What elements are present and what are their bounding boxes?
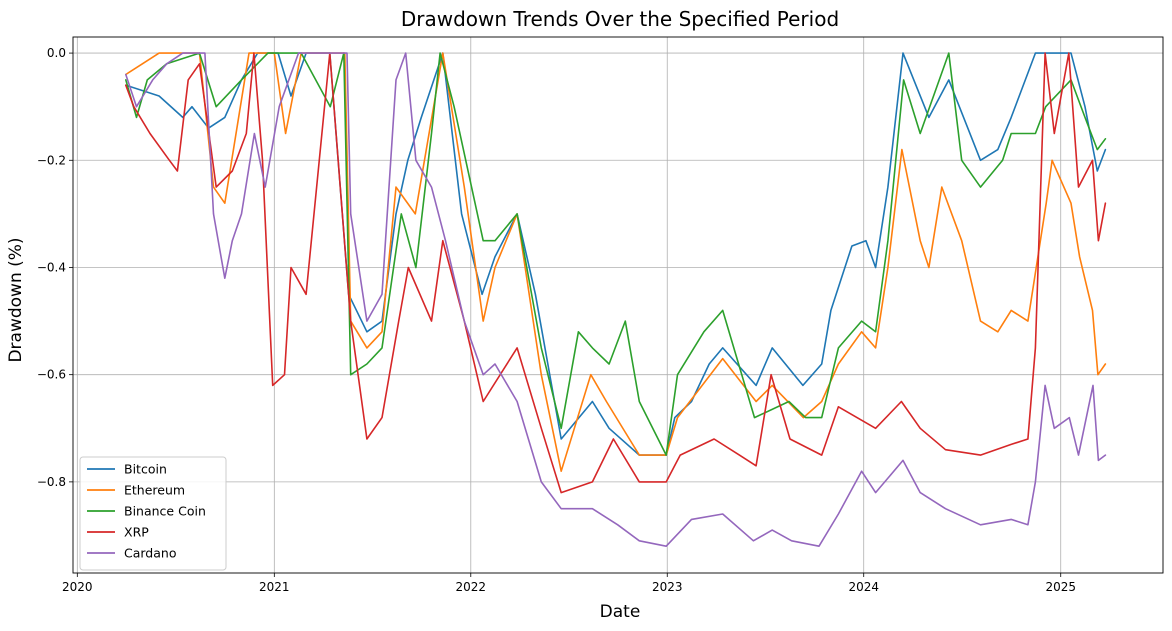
y-axis: 0.0 −0.2 −0.4 −0.6 −0.8 — [37, 46, 73, 489]
legend-box — [79, 456, 227, 571]
series-line-xrp — [125, 52, 1107, 494]
series-layer — [125, 52, 1107, 548]
y-tick-label: −0.4 — [37, 260, 66, 274]
x-tick-label: 2024 — [848, 580, 879, 594]
series-line-ethereum — [125, 52, 1107, 473]
x-tick-label: 2025 — [1045, 580, 1076, 594]
x-tick-label: 2021 — [259, 580, 290, 594]
x-axis-label: Date — [600, 602, 641, 622]
legend-label: XRP — [124, 525, 149, 540]
chart-title: Drawdown Trends Over the Specified Perio… — [401, 7, 839, 31]
legend-label: Binance Coin — [124, 504, 206, 519]
y-tick-label: −0.6 — [37, 368, 66, 382]
legend-label: Ethereum — [124, 483, 185, 498]
y-tick-label: −0.8 — [37, 475, 66, 489]
x-axis: 2020 2021 2022 2023 2024 2025 — [62, 573, 1076, 594]
x-tick-label: 2023 — [652, 580, 683, 594]
y-axis-label: Drawdown (%) — [6, 237, 26, 362]
legend-label: Cardano — [124, 546, 176, 561]
legend-label: Bitcoin — [124, 462, 167, 477]
grid — [73, 37, 1163, 573]
y-tick-label: −0.2 — [37, 153, 66, 167]
y-tick-label: 0.0 — [47, 46, 66, 60]
series-line-bitcoin — [125, 52, 1107, 456]
plot-frame — [72, 36, 1164, 574]
x-tick-label: 2020 — [62, 580, 93, 594]
series-line-binance-coin — [125, 52, 1107, 456]
series-line-cardano — [125, 52, 1107, 548]
legend: Bitcoin Ethereum Binance Coin XRP Cardano — [79, 456, 227, 571]
x-tick-label: 2022 — [456, 580, 487, 594]
